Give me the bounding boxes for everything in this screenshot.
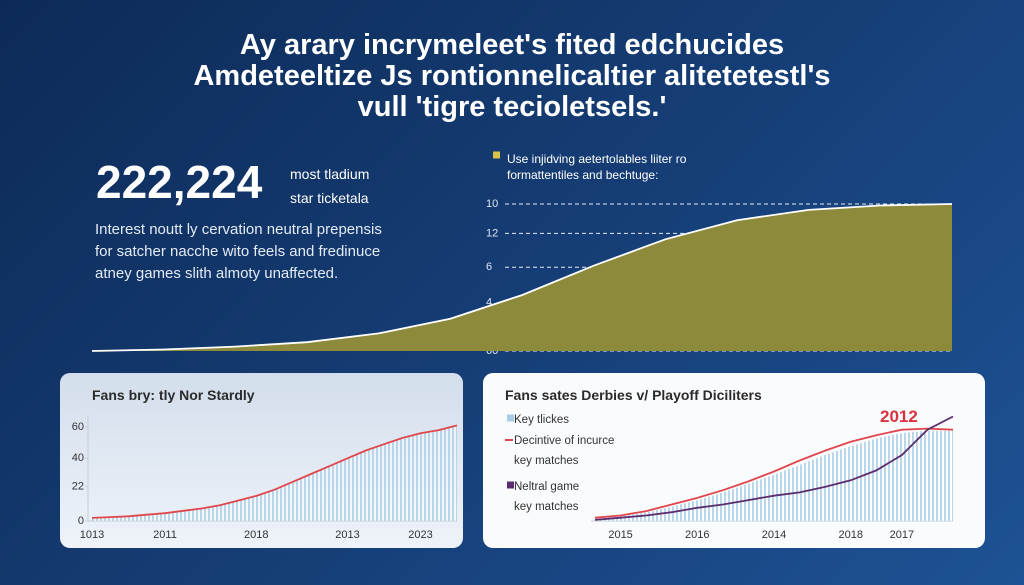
x-tick-label: 2014 xyxy=(762,529,786,541)
annotation: 2012 xyxy=(880,407,918,426)
area xyxy=(92,425,457,521)
chart-title: Fans bry: tly Nor Stardly xyxy=(92,387,255,403)
stat-value: 222,224 xyxy=(96,156,263,208)
x-tick-label: 2016 xyxy=(685,529,709,541)
y-tick-label: 6 xyxy=(486,261,492,273)
x-tick-label: 2011 xyxy=(153,529,177,541)
y-tick-label: 10 xyxy=(486,198,498,210)
y-tick-label: 12 xyxy=(486,227,498,239)
legend-marker xyxy=(493,151,500,159)
x-tick-label: 2017 xyxy=(890,529,914,541)
legend-entry: Decintive of incurce key matches xyxy=(514,435,615,467)
legend-marker xyxy=(507,414,514,422)
area xyxy=(92,204,952,351)
legend-marker xyxy=(507,481,514,489)
area-line xyxy=(91,424,458,519)
x-tick-label: 2013 xyxy=(335,529,359,541)
x-tick-label: 2015 xyxy=(608,529,632,541)
line xyxy=(594,427,954,519)
legend-entry: Key tlickes xyxy=(514,414,569,426)
legend-entry: Neltral game key matches xyxy=(514,481,580,513)
x-tick-label: 1013 xyxy=(80,529,104,541)
chart-title: Fans sates Derbies v/ Playoff Diciliters xyxy=(505,387,762,403)
x-tick-label: 2023 xyxy=(408,529,432,541)
x-tick-label: 2018 xyxy=(838,529,862,541)
y-tick-label: 60 xyxy=(72,421,84,433)
y-tick-label: 0 xyxy=(78,515,84,527)
headline: Ay arary incrymeleet's fited edchucides … xyxy=(193,29,831,123)
legend-entry: Use injidving aetertolables liiter ro fo… xyxy=(507,152,687,182)
y-tick-label: 4 xyxy=(486,296,492,308)
y-tick-label: 22 xyxy=(72,480,84,492)
stat-caption: most tladium star ticketala xyxy=(290,166,370,206)
area xyxy=(595,430,953,521)
y-tick-label: 40 xyxy=(72,452,84,464)
x-tick-label: 2018 xyxy=(244,529,268,541)
line xyxy=(594,415,954,521)
area-line xyxy=(91,203,953,352)
description: Interest noutt ly cervation neutral prep… xyxy=(95,221,382,282)
